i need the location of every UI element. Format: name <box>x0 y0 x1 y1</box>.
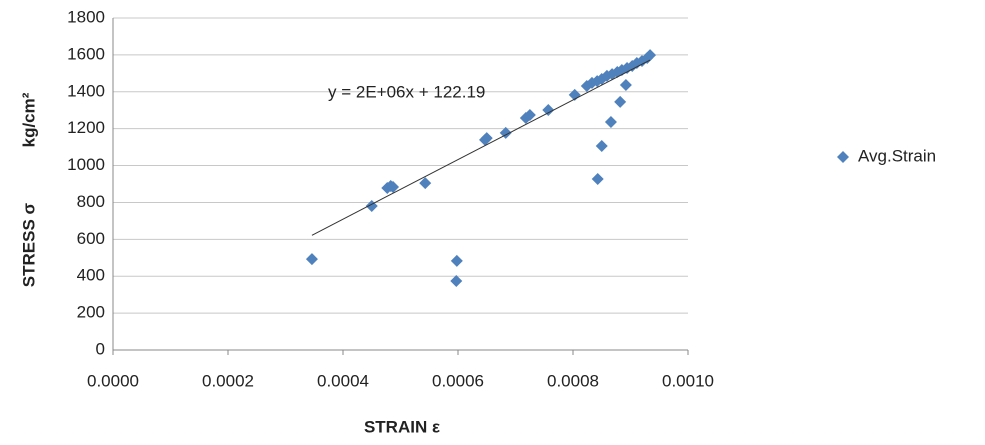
data-point <box>604 116 617 129</box>
data-point <box>523 109 536 122</box>
data-point <box>595 140 608 153</box>
x-tick-label: 0.0008 <box>547 371 599 390</box>
y-tick-label: 800 <box>77 192 105 211</box>
data-point <box>619 78 632 91</box>
y-unit-label: kg/cm² <box>19 92 38 147</box>
trendline-equation: y = 2E+06x + 122.19 <box>328 82 485 101</box>
y-axis-label: STRESS σ <box>19 202 38 287</box>
x-tick-label: 0.0002 <box>202 371 254 390</box>
data-point <box>626 59 639 72</box>
y-tick-label: 0 <box>96 339 105 358</box>
x-tick-label: 0.0010 <box>662 371 714 390</box>
y-tick-label: 1600 <box>67 44 105 63</box>
data-point <box>614 95 627 108</box>
data-point <box>542 104 555 117</box>
y-tick-label: 600 <box>77 229 105 248</box>
data-point <box>591 173 604 186</box>
data-point <box>450 275 463 288</box>
x-tick-label: 0.0006 <box>432 371 484 390</box>
legend-label: Avg.Strain <box>858 146 936 165</box>
x-tick-label: 0.0004 <box>317 371 369 390</box>
y-tick-label: 1400 <box>67 81 105 100</box>
y-tick-label: 1000 <box>67 155 105 174</box>
y-tick-label: 400 <box>77 266 105 285</box>
trendline <box>311 59 651 236</box>
y-tick-label: 1200 <box>67 118 105 137</box>
x-axis-label: STRAIN ε <box>364 417 440 436</box>
data-point <box>305 253 318 266</box>
data-point <box>450 254 463 267</box>
legend-marker <box>837 151 849 163</box>
data-point <box>387 180 400 193</box>
x-tick-label: 0.0000 <box>87 371 139 390</box>
data-point <box>480 132 493 145</box>
data-point <box>419 177 432 190</box>
data-point <box>644 49 657 62</box>
y-tick-label: 200 <box>77 303 105 322</box>
y-tick-label: 1800 <box>67 7 105 26</box>
